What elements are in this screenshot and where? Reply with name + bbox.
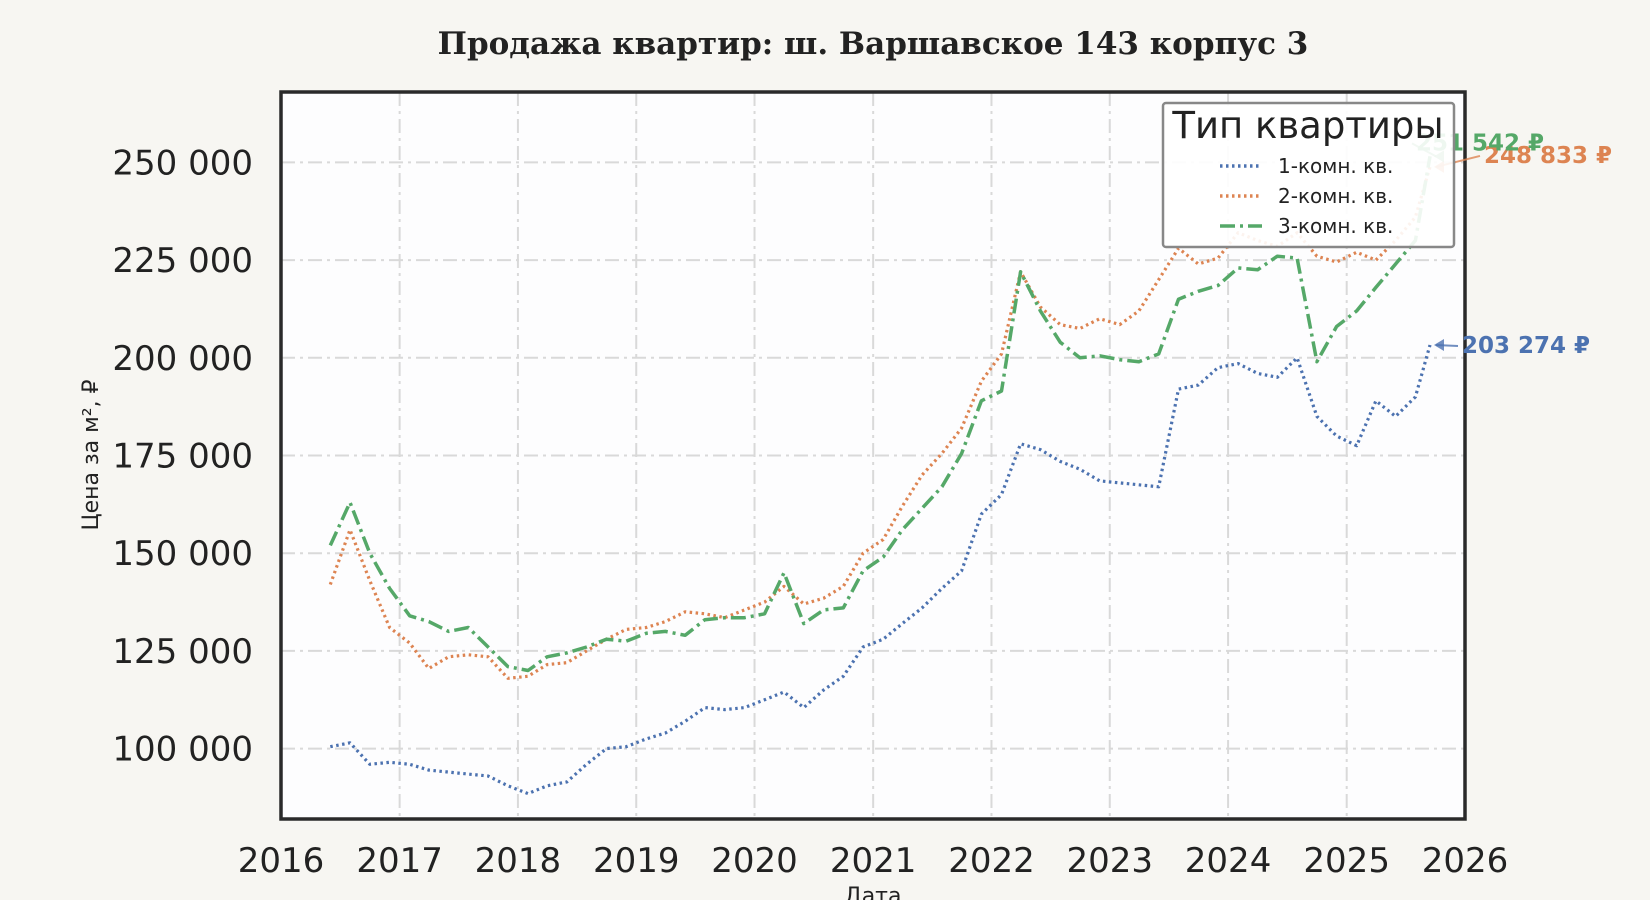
x-axis-label: Дата <box>845 884 902 900</box>
y-tick-label: 125 000 <box>112 632 253 672</box>
series-line-3 <box>328 156 1432 673</box>
y-tick-label: 175 000 <box>112 437 253 477</box>
series-line-2 <box>328 166 1432 680</box>
y-tick-label: 225 000 <box>112 241 253 281</box>
legend-entry-2: 2-комн. кв. <box>1278 184 1393 208</box>
x-tick-label: 2022 <box>948 841 1035 881</box>
y-axis-label: Цена за м², ₽ <box>79 379 104 530</box>
legend-title: Тип квартиры <box>1171 104 1443 147</box>
y-tick-label: 100 000 <box>112 730 253 770</box>
x-tick-label: 2017 <box>356 841 443 881</box>
x-axis-ticks: 2016 2017 2018 2019 2020 2021 2022 2023 2024 2025… <box>238 841 1509 881</box>
x-tick-label: 2026 <box>1422 841 1509 881</box>
x-tick-label: 2024 <box>1185 841 1272 881</box>
x-tick-label: 2020 <box>711 841 798 881</box>
end-label-1: 203 274 ₽ <box>1462 333 1590 359</box>
legend: Тип квартиры 1-комн. кв. 2-комн. кв. 3-ком… <box>1161 101 1456 249</box>
chart-title: Продажа квартир: ш. Варшавское 143 корпу… <box>438 26 1309 62</box>
x-tick-label: 2018 <box>475 841 562 881</box>
plot-frame <box>279 90 1467 821</box>
y-tick-label: 250 000 <box>112 143 253 183</box>
legend-entry-1: 1-комн. кв. <box>1278 154 1393 178</box>
x-tick-label: 2019 <box>593 841 680 881</box>
x-tick-label: 2016 <box>238 841 325 881</box>
x-tick-label: 2021 <box>830 841 917 881</box>
legend-entry-3: 3-комн. кв. <box>1278 214 1393 238</box>
y-tick-label: 150 000 <box>112 534 253 574</box>
series-lines <box>328 156 1432 796</box>
series-line-1 <box>329 344 1432 796</box>
x-tick-label: 2025 <box>1303 841 1390 881</box>
x-tick-label: 2023 <box>1067 841 1154 881</box>
y-axis-ticks: 100 000 125 000 150 000 175 000 200 000 225 0… <box>112 143 253 769</box>
y-tick-label: 200 000 <box>112 339 253 379</box>
end-label-arrowhead <box>1433 338 1444 351</box>
legend-box <box>1161 101 1456 249</box>
end-label-2: 248 833 ₽ <box>1484 143 1612 169</box>
